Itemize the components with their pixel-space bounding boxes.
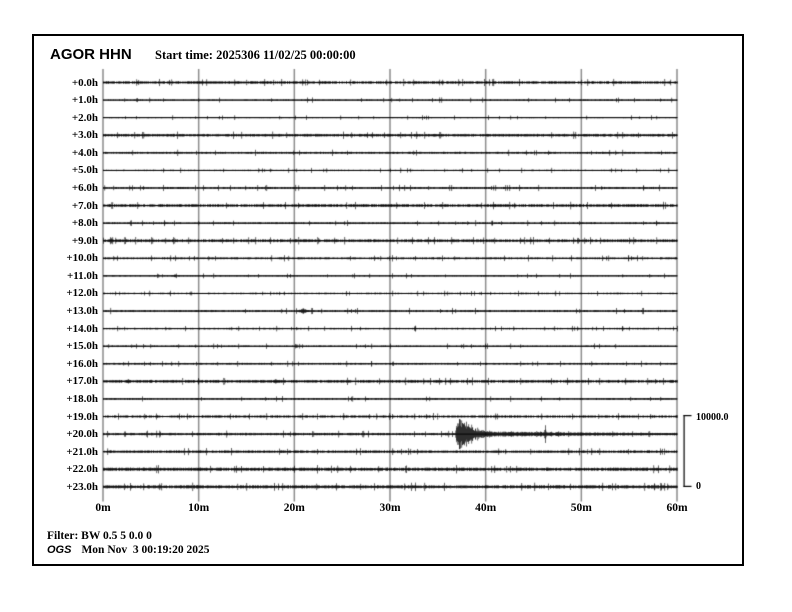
y-axis-label: +6.0h [71, 181, 98, 194]
y-axis-label: +19.0h [66, 410, 98, 423]
page-border [32, 34, 744, 566]
y-axis-label: +13.0h [66, 305, 98, 318]
y-axis-label: +23.0h [66, 480, 98, 493]
x-axis-label: 60m [666, 502, 688, 514]
y-axis-label: +4.0h [71, 146, 98, 159]
y-axis-label: +7.0h [71, 199, 98, 212]
y-axis-label: +22.0h [66, 463, 98, 476]
y-axis-label: +2.0h [71, 111, 98, 124]
scale-bar-min-label: 0 [696, 481, 701, 492]
y-axis-label: +10.0h [66, 252, 98, 265]
y-axis-label: +1.0h [71, 94, 98, 107]
filter-label: Filter: BW 0.5 5 0.0 0 [47, 530, 152, 542]
y-axis-label: +20.0h [66, 428, 98, 441]
y-axis-label: +5.0h [71, 164, 98, 177]
y-axis-label: +17.0h [66, 375, 98, 388]
y-axis-label: +14.0h [66, 322, 98, 335]
y-axis-label: +15.0h [66, 340, 98, 353]
y-axis-label: +0.0h [71, 76, 98, 89]
start-time-label: Start time: 2025306 11/02/25 00:00:00 [155, 48, 356, 62]
timestamp-label: Mon Nov 3 00:19:20 2025 [81, 544, 210, 556]
y-axis-label: +8.0h [71, 217, 98, 230]
agency-label: OGS [47, 544, 72, 556]
y-axis-label: +16.0h [66, 357, 98, 370]
station-title: AGOR HHN [50, 46, 132, 63]
scale-bar-max-label: 10000.0 [696, 412, 729, 423]
x-axis-label: 0m [95, 502, 111, 514]
y-axis-label: +18.0h [66, 392, 98, 405]
footer-line: OGS Mon Nov 3 00:19:20 2025 [47, 544, 210, 556]
y-axis-label: +11.0h [66, 269, 98, 282]
y-axis-label: +3.0h [71, 129, 98, 142]
x-axis-label: 10m [188, 502, 210, 514]
y-axis-label: +9.0h [71, 234, 98, 247]
x-axis-label: 30m [379, 502, 401, 514]
y-axis-label: +21.0h [66, 445, 98, 458]
x-axis-label: 20m [283, 502, 305, 514]
x-axis-label: 50m [570, 502, 592, 514]
x-axis-label: 40m [475, 502, 497, 514]
y-axis-label: +12.0h [66, 287, 98, 300]
